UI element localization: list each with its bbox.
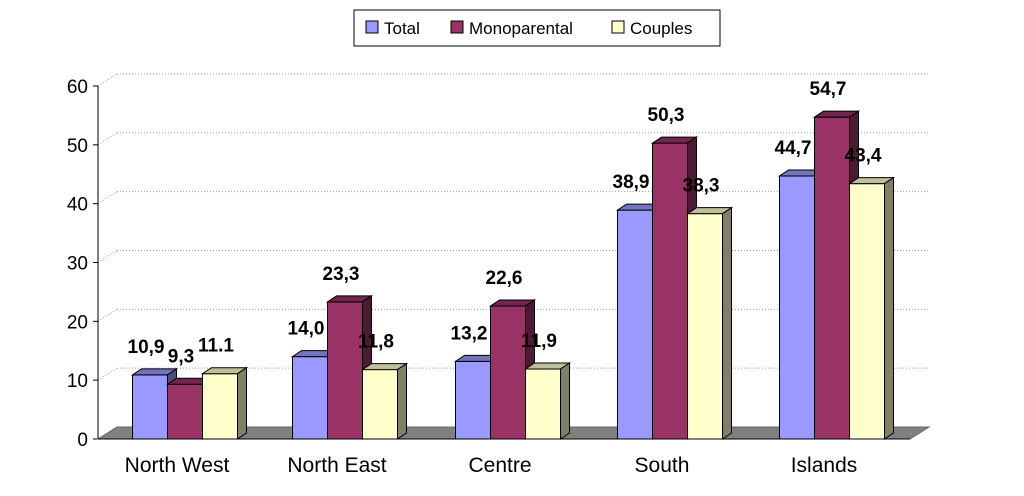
bar xyxy=(847,176,896,440)
data-label: 22,6 xyxy=(486,268,523,289)
gridline-side xyxy=(97,367,118,381)
legend-swatch xyxy=(365,20,379,34)
data-label: 11.1 xyxy=(198,336,234,357)
bar-front xyxy=(617,209,653,440)
bar-front xyxy=(687,213,723,440)
legend-label: Total xyxy=(384,19,420,38)
gridline-side xyxy=(97,308,118,322)
data-label: 11,9 xyxy=(521,331,557,352)
y-tick-label: 20 xyxy=(67,312,88,333)
bars xyxy=(130,110,896,440)
bar-front xyxy=(292,356,328,440)
data-label: 50,3 xyxy=(648,105,685,126)
data-label: 23,3 xyxy=(323,264,360,285)
bar-side xyxy=(722,206,732,440)
data-label: 43,4 xyxy=(845,146,882,167)
x-tick-label: North West xyxy=(125,454,230,477)
legend-swatch xyxy=(450,20,464,34)
x-tick-label: Centre xyxy=(468,454,531,477)
data-label: 10,9 xyxy=(128,337,165,358)
data-label: 38,3 xyxy=(683,176,720,197)
bar xyxy=(523,362,572,440)
bar-front xyxy=(455,360,491,440)
legend-label: Monoparental xyxy=(469,19,573,38)
bar-side xyxy=(237,366,247,440)
y-tick-label: 60 xyxy=(67,77,88,98)
data-label: 11,8 xyxy=(358,332,394,353)
legend: Total Monoparental Couples xyxy=(353,9,721,47)
data-label: 9,3 xyxy=(168,346,194,367)
x-tick-label: South xyxy=(635,454,690,477)
gridline-side xyxy=(97,73,118,87)
bar-front xyxy=(202,373,238,440)
x-axis-labels: North West North East Centre South Islands xyxy=(125,454,858,477)
legend-box xyxy=(353,9,721,47)
x-tick-label: North East xyxy=(287,454,386,477)
bar-side xyxy=(560,362,570,440)
data-label: 44,7 xyxy=(775,138,812,159)
bar-side xyxy=(397,362,407,440)
bar xyxy=(200,366,249,440)
gridline-side xyxy=(97,191,118,205)
data-label: 14,0 xyxy=(288,319,325,340)
y-axis: 0 10 20 30 40 50 60 xyxy=(67,77,99,451)
bar-front xyxy=(167,383,203,440)
bar-front xyxy=(849,183,885,440)
legend-label: Couples xyxy=(630,19,692,38)
y-tick-label: 0 xyxy=(77,430,88,451)
x-tick-label: Islands xyxy=(791,454,858,477)
data-label: 54,7 xyxy=(810,79,847,100)
y-tick-label: 40 xyxy=(67,195,88,216)
bar-front xyxy=(814,116,850,440)
bar-front xyxy=(362,369,398,440)
bar xyxy=(685,206,734,440)
bar-front xyxy=(132,374,168,440)
gridline-side xyxy=(97,250,118,263)
bar-front xyxy=(490,305,526,440)
legend-swatch xyxy=(611,20,625,34)
gridline-side xyxy=(97,132,118,146)
bar xyxy=(360,362,409,440)
bar-front xyxy=(327,301,363,440)
data-label: 38,9 xyxy=(613,172,650,193)
bar-front xyxy=(779,175,815,440)
y-tick-label: 30 xyxy=(67,254,88,275)
y-tick-label: 10 xyxy=(67,371,88,392)
data-labels: 10,9 9,311.1 14,0 23,3 11,8 13,2 22,6 11,9 38,9 5… xyxy=(128,79,882,367)
bar-side xyxy=(884,176,894,440)
data-label: 13,2 xyxy=(451,323,488,344)
bar-front xyxy=(525,368,561,440)
bar-front xyxy=(652,142,688,440)
y-tick-label: 50 xyxy=(67,136,88,157)
